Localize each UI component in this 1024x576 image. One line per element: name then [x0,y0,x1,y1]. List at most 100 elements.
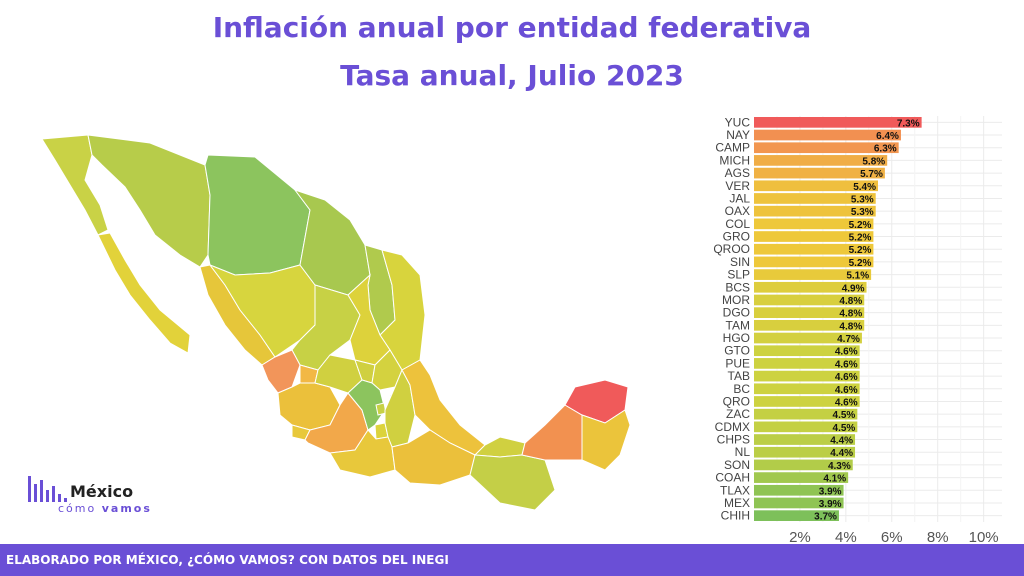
mexico-como-vamos-logo: México cómo vamos [28,458,150,518]
inflation-bar-chart: YUC 7.3% NAY 6.4% CAMP 6.3% MICH 5.8% AGS 5.7% VER… [713,115,1002,546]
category-label: TAB [728,369,750,383]
logo-sub-b: vamos [101,502,152,515]
bar [754,269,872,280]
x-tick-label: 2% [789,529,811,546]
value-label: 5.4% [853,182,876,193]
bar [754,117,922,128]
state-chih [204,154,311,276]
value-label: 4.5% [833,423,856,434]
bar [754,142,899,154]
category-label: COL [725,217,750,231]
value-label: 6.3% [874,144,897,155]
x-tick-label: 8% [927,529,949,546]
value-label: 4.5% [833,410,856,421]
category-label: CHIH [721,509,750,523]
bar [754,345,860,357]
bar [754,383,860,395]
x-tick-label: 6% [881,529,903,546]
logo-sub-a: cómo [58,502,97,515]
category-label: PUE [725,356,750,370]
value-label: 5.7% [860,169,883,180]
category-label: NL [735,445,751,459]
value-label: 5.2% [849,233,872,244]
bar [754,434,856,445]
bar [754,320,865,331]
bar [754,332,862,344]
state-nay [261,349,301,394]
bar [754,510,839,521]
category-label: CAMP [715,141,750,155]
title-line-1: Inflación anual por entidad federativa [212,11,812,44]
chart-title: Inflación anual por entidad federativa T… [0,4,1024,100]
category-label: TAM [726,318,750,332]
logo-bars-icon [28,462,76,502]
bar [754,243,874,255]
category-label: YUC [725,115,751,129]
value-label: 4.4% [830,448,853,459]
value-label: 4.3% [828,461,851,472]
category-label: SIN [730,255,750,269]
bar [754,459,853,471]
bar [754,281,867,293]
value-label: 4.6% [835,385,858,396]
value-label: 3.9% [819,486,842,497]
category-label: BC [733,382,750,396]
bar [754,129,901,141]
category-label: DGO [723,306,750,320]
bar [754,205,876,217]
bar [754,256,874,268]
category-label: SON [724,458,750,472]
value-label: 5.1% [846,271,869,282]
category-label: MICH [719,153,750,167]
bar [754,472,849,483]
category-label: QROO [713,242,750,256]
category-label: MOR [722,293,750,307]
bar [754,408,858,420]
bar [754,180,878,192]
category-label: CHPS [717,433,750,447]
bar [754,193,876,204]
value-label: 5.3% [851,194,874,205]
x-tick-label: 10% [969,529,999,546]
bar [754,307,865,318]
value-label: 5.2% [849,258,872,269]
category-label: BCS [725,280,750,294]
category-label: GTO [724,344,750,358]
category-label: TLAX [720,483,750,497]
logo-name: México [70,482,134,501]
state-gro [329,429,396,478]
category-label: GRO [723,230,750,244]
bar [754,155,888,166]
value-label: 5.8% [862,156,885,167]
value-label: 4.6% [835,359,858,370]
bar [754,421,858,433]
value-label: 4.6% [835,372,858,383]
bar [754,358,860,369]
value-label: 3.9% [819,499,842,510]
bar [754,231,874,242]
category-label: AGS [725,166,750,180]
value-label: 4.6% [835,347,858,358]
source-footer: ELABORADO POR MÉXICO, ¿CÓMO VAMOS? CON D… [0,544,1024,576]
value-label: 4.8% [839,309,862,320]
bar [754,446,856,458]
x-tick-label: 4% [835,529,857,546]
bar [754,294,865,306]
category-label: JAL [729,191,750,205]
bar [754,167,885,179]
mexico-choropleth-map [41,134,631,511]
value-label: 6.4% [876,131,899,142]
value-label: 4.4% [830,436,853,447]
state-camp [521,404,583,461]
category-label: MEX [724,496,750,510]
value-label: 5.2% [849,245,872,256]
value-label: 4.8% [839,296,862,307]
category-label: COAH [715,471,750,485]
bar [754,497,844,509]
value-label: 4.6% [835,397,858,408]
value-label: 4.1% [823,474,846,485]
state-qroo [581,409,631,471]
logo-subtitle: cómo vamos [58,502,152,515]
state-bcs [97,232,191,354]
category-label: VER [725,179,750,193]
